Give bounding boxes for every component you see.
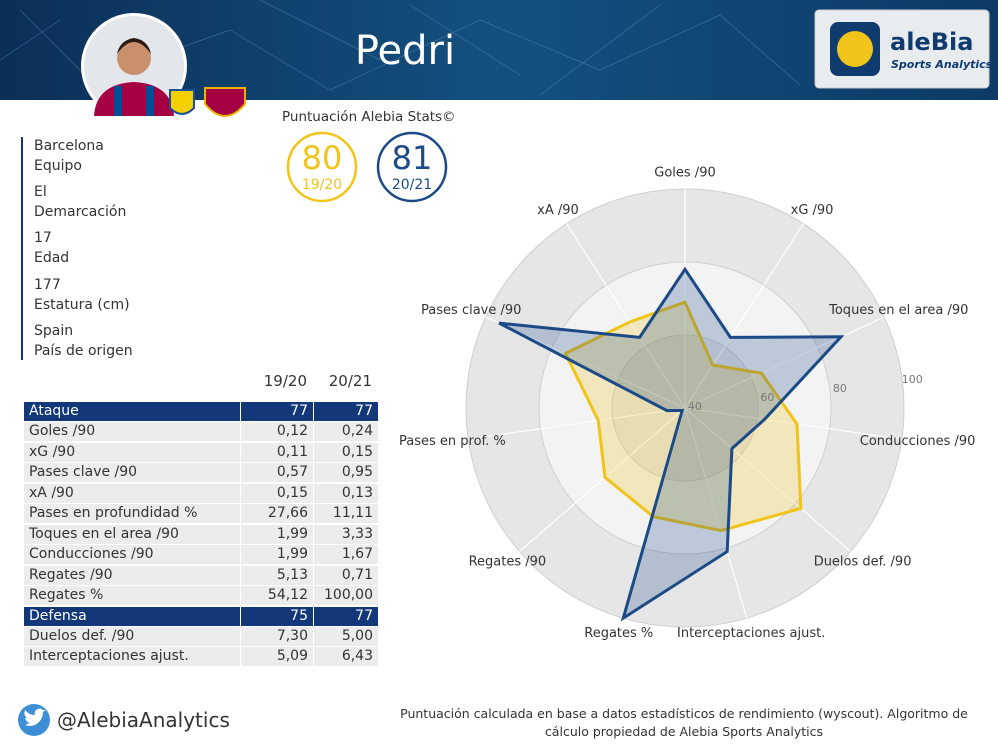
stat-name: Goles /90 <box>24 422 240 442</box>
profile-label: País de origen <box>34 342 133 359</box>
stat-name: Toques en el area /90 <box>24 524 240 544</box>
axis-label: Conducciones /90 <box>860 434 976 449</box>
stat-value: 0,13 <box>314 483 378 503</box>
stat-value: 5,13 <box>241 565 313 585</box>
stat-value: 11,11 <box>314 504 378 524</box>
column-header: 20/21 <box>328 372 372 390</box>
radar-area <box>498 266 845 622</box>
radar-chart: 40 60 80 100 Goles /90 xG /90 Toques en el are… <box>399 166 975 641</box>
stat-value: 100,00 <box>314 586 378 606</box>
stat-value: 3,33 <box>314 524 378 544</box>
radar-area <box>563 300 803 533</box>
axis-label: Goles /90 <box>654 166 715 181</box>
stat-value: 54,12 <box>241 586 313 606</box>
profile-label: Estatura (cm) <box>34 296 130 313</box>
logo-name: aleBia <box>890 28 974 56</box>
stat-value: 0,71 <box>314 565 378 585</box>
column-header: 19/20 <box>263 372 307 390</box>
axis-label: Interceptaciones ajust. <box>677 626 825 641</box>
score-value: 81 <box>391 139 433 177</box>
spoke <box>519 407 686 552</box>
photo-stripe <box>114 86 122 116</box>
twitter-handle: @AlebiaAnalytics <box>57 708 230 732</box>
stat-value: 7,30 <box>241 626 313 646</box>
score-season: 19/20 <box>301 177 343 193</box>
axis-label: Pases clave /90 <box>421 303 521 318</box>
r-tick-label: 60 <box>760 391 774 404</box>
profile-label: Edad <box>34 250 70 267</box>
axis-label: xA /90 <box>537 203 579 218</box>
stat-value: 6,43 <box>314 647 378 667</box>
footer-note: Puntuación calculada en base a datos est… <box>400 706 968 739</box>
stat-name: Pases clave /90 <box>24 463 240 483</box>
spoke <box>566 223 686 409</box>
group-score: 77 <box>241 402 313 421</box>
axis-label: Toques en el area /90 <box>828 303 968 318</box>
stat-value: 0,95 <box>314 463 378 483</box>
stat-value: 1,99 <box>241 524 313 544</box>
twitter-bird <box>24 708 46 726</box>
stat-name: Regates % <box>24 586 240 606</box>
spoke <box>684 316 885 409</box>
photo-hair <box>117 38 151 54</box>
stat-value: 0,11 <box>241 442 313 462</box>
profile-value: Barcelona <box>34 138 104 154</box>
logo-brain <box>837 31 873 67</box>
axis-label: xG /90 <box>791 203 834 218</box>
group-score: 75 <box>241 606 313 626</box>
r-tick-label: 100 <box>902 373 923 386</box>
profile-label: Demarcación <box>34 204 127 221</box>
logo-tagline: Sports Analytics <box>891 58 993 71</box>
stat-name: Duelos def. /90 <box>24 626 240 646</box>
r-tick-label: 80 <box>833 382 847 395</box>
player-name: Pedri <box>354 28 456 74</box>
group-name: Defensa <box>24 606 240 626</box>
score-value: 80 <box>301 139 343 177</box>
stat-value: 1,99 <box>241 545 313 565</box>
stat-value: 5,00 <box>314 626 378 646</box>
spoke <box>684 223 804 409</box>
stat-value: 5,09 <box>241 647 313 667</box>
stat-name: Conducciones /90 <box>24 545 240 565</box>
profile-value: 17 <box>34 230 52 247</box>
group-name: Ataque <box>24 402 240 421</box>
crest-las-palmas <box>169 89 195 115</box>
group-score: 77 <box>314 606 378 626</box>
score-ring <box>376 131 448 203</box>
axis-label: Regates /90 <box>469 554 547 569</box>
stat-name: xA /90 <box>24 483 240 503</box>
stat-value: 1,67 <box>314 545 378 565</box>
profile-value: El <box>34 184 47 201</box>
spoke <box>684 407 748 619</box>
spoke <box>468 407 686 440</box>
profile-label: Equipo <box>34 158 82 174</box>
stat-value: 0,24 <box>314 422 378 442</box>
stat-value: 0,15 <box>241 483 313 503</box>
score-ring <box>286 131 358 203</box>
crest-barcelona <box>204 87 246 117</box>
axis-label: Duelos def. /90 <box>814 554 912 569</box>
spoke <box>684 407 851 552</box>
r-tick-label: 40 <box>688 400 702 413</box>
stat-name: Pases en profundidad % <box>24 504 240 524</box>
group-score: 77 <box>314 402 378 421</box>
photo-head <box>117 41 151 75</box>
scores-title: Puntuación Alebia Stats© <box>282 109 456 125</box>
profile-value: 177 <box>34 276 61 293</box>
stat-name: Interceptaciones ajust. <box>24 647 240 667</box>
axis-label: Regates % <box>584 626 653 641</box>
profile-value: Spain <box>34 322 74 339</box>
stat-value: 0,15 <box>314 442 378 462</box>
score-season: 20/21 <box>391 177 433 193</box>
stat-value: 27,66 <box>241 504 313 524</box>
stat-name: Regates /90 <box>24 565 240 585</box>
stat-name: xG /90 <box>24 442 240 462</box>
axis-label: Pases en prof. % <box>399 434 506 449</box>
photo-stripe <box>146 86 154 116</box>
spoke <box>684 407 902 440</box>
stat-value: 0,12 <box>241 422 313 442</box>
stat-value: 0,57 <box>241 463 313 483</box>
